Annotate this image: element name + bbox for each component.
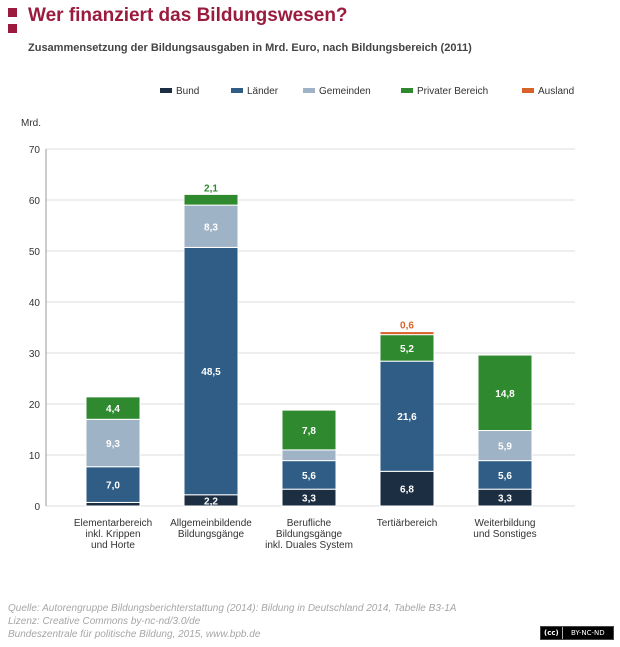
cc-logo: (cc)	[541, 627, 562, 639]
title-decoration	[8, 8, 18, 40]
y-tick-label: 50	[29, 247, 41, 258]
bar-segment-4-1	[477, 460, 533, 490]
data-label-2-3: 7,8	[302, 426, 316, 437]
y-tick-label: 10	[29, 451, 41, 462]
legend-label-2: Gemeinden	[319, 86, 371, 97]
x-tick-label-4: Weiterbildung	[475, 518, 536, 529]
source-line: Quelle: Autorengruppe Bildungsberichters…	[8, 603, 457, 614]
data-label-3-0: 6,8	[400, 485, 414, 496]
data-label-1-2: 8,3	[204, 222, 218, 233]
x-tick-label-1: Allgemeinbildende	[170, 518, 252, 529]
legend-swatch-1	[231, 88, 243, 93]
legend-label-1: Länder	[247, 86, 279, 97]
data-label-1-3: 2,1	[204, 183, 218, 194]
chart-title: Wer finanziert das Bildungswesen?	[28, 5, 348, 26]
x-tick-label-0: und Horte	[91, 540, 135, 551]
x-tick-label-2: Bildungsgänge	[276, 529, 343, 540]
data-label-3-4: 0,6	[400, 321, 414, 332]
legend-label-3: Privater Bereich	[417, 86, 488, 97]
y-tick-label: 60	[29, 196, 41, 207]
data-label-4-1: 5,6	[498, 471, 512, 482]
bar-segment-3-4	[379, 331, 435, 336]
bar-segment-4-2	[477, 430, 533, 462]
data-label-1-0: 2,2	[204, 496, 218, 507]
x-tick-label-2: Berufliche	[287, 518, 332, 529]
data-label-0-2: 9,3	[106, 439, 120, 450]
y-tick-label: 70	[29, 145, 41, 156]
license-line: Lizenz: Creative Commons by-nc-nd/3.0/de	[8, 616, 201, 627]
y-tick-label: 40	[29, 298, 41, 309]
legend-label-4: Ausland	[538, 86, 574, 97]
bar-segment-0-3	[85, 396, 141, 420]
y-axis-label: Mrd.	[21, 118, 41, 129]
data-label-4-3: 14,8	[495, 389, 515, 400]
bar-segment-4-3	[477, 354, 533, 432]
bar-segment-3-1	[379, 360, 435, 472]
bar-segment-0-0	[85, 501, 141, 507]
legend-swatch-3	[401, 88, 413, 93]
cc-license-badge[interactable]: (cc) BY-NC-ND	[540, 626, 614, 640]
x-tick-label-0: inkl. Krippen	[85, 529, 140, 540]
x-tick-label-1: Bildungsgänge	[178, 529, 245, 540]
decoration-square	[8, 24, 17, 33]
bar-segment-3-0	[379, 470, 435, 507]
legend-swatch-0	[160, 88, 172, 93]
y-tick-label: 0	[34, 502, 40, 513]
chart-subtitle: Zusammensetzung der Bildungsausgaben in …	[28, 42, 472, 54]
y-tick-label: 30	[29, 349, 41, 360]
bar-segment-2-3	[281, 409, 337, 451]
source-note: Quelle: Autorengruppe Bildungsberichters…	[8, 602, 456, 641]
data-label-3-3: 5,2	[400, 344, 414, 355]
data-label-0-3: 4,4	[106, 404, 120, 415]
legend-label-0: Bund	[176, 86, 199, 97]
cc-terms: BY-NC-ND	[562, 627, 613, 639]
bar-segment-1-3	[183, 193, 239, 206]
decoration-square	[8, 8, 17, 17]
data-label-2-0: 3,3	[302, 494, 316, 505]
x-tick-label-3: Tertiärbereich	[377, 518, 438, 529]
bar-segment-2-1	[281, 460, 337, 490]
bar-segment-2-2	[281, 449, 337, 462]
bar-segment-3-3	[379, 334, 435, 362]
y-tick-label: 20	[29, 400, 41, 411]
data-label-4-2: 5,9	[498, 442, 512, 453]
legend-swatch-2	[303, 88, 315, 93]
stacked-bar-chart: Bund Länder Gemeinden Privater Bereich Ausla…	[21, 86, 575, 551]
data-label-4-0: 3,3	[498, 494, 512, 505]
bar-segment-0-1	[85, 466, 141, 503]
data-label-0-1: 7,0	[106, 481, 120, 492]
x-tick-label-2: inkl. Duales System	[265, 540, 353, 551]
data-label-1-1: 48,5	[201, 367, 221, 378]
bar-segment-1-2	[183, 204, 239, 248]
x-tick-label-4: und Sonstiges	[473, 529, 536, 540]
data-label-3-1: 21,6	[397, 412, 417, 423]
x-tick-label-0: Elementarbereich	[74, 518, 152, 529]
data-label-2-1: 5,6	[302, 471, 316, 482]
legend-swatch-4	[522, 88, 534, 93]
publisher-line: Bundeszentrale für politische Bildung, 2…	[8, 629, 261, 640]
